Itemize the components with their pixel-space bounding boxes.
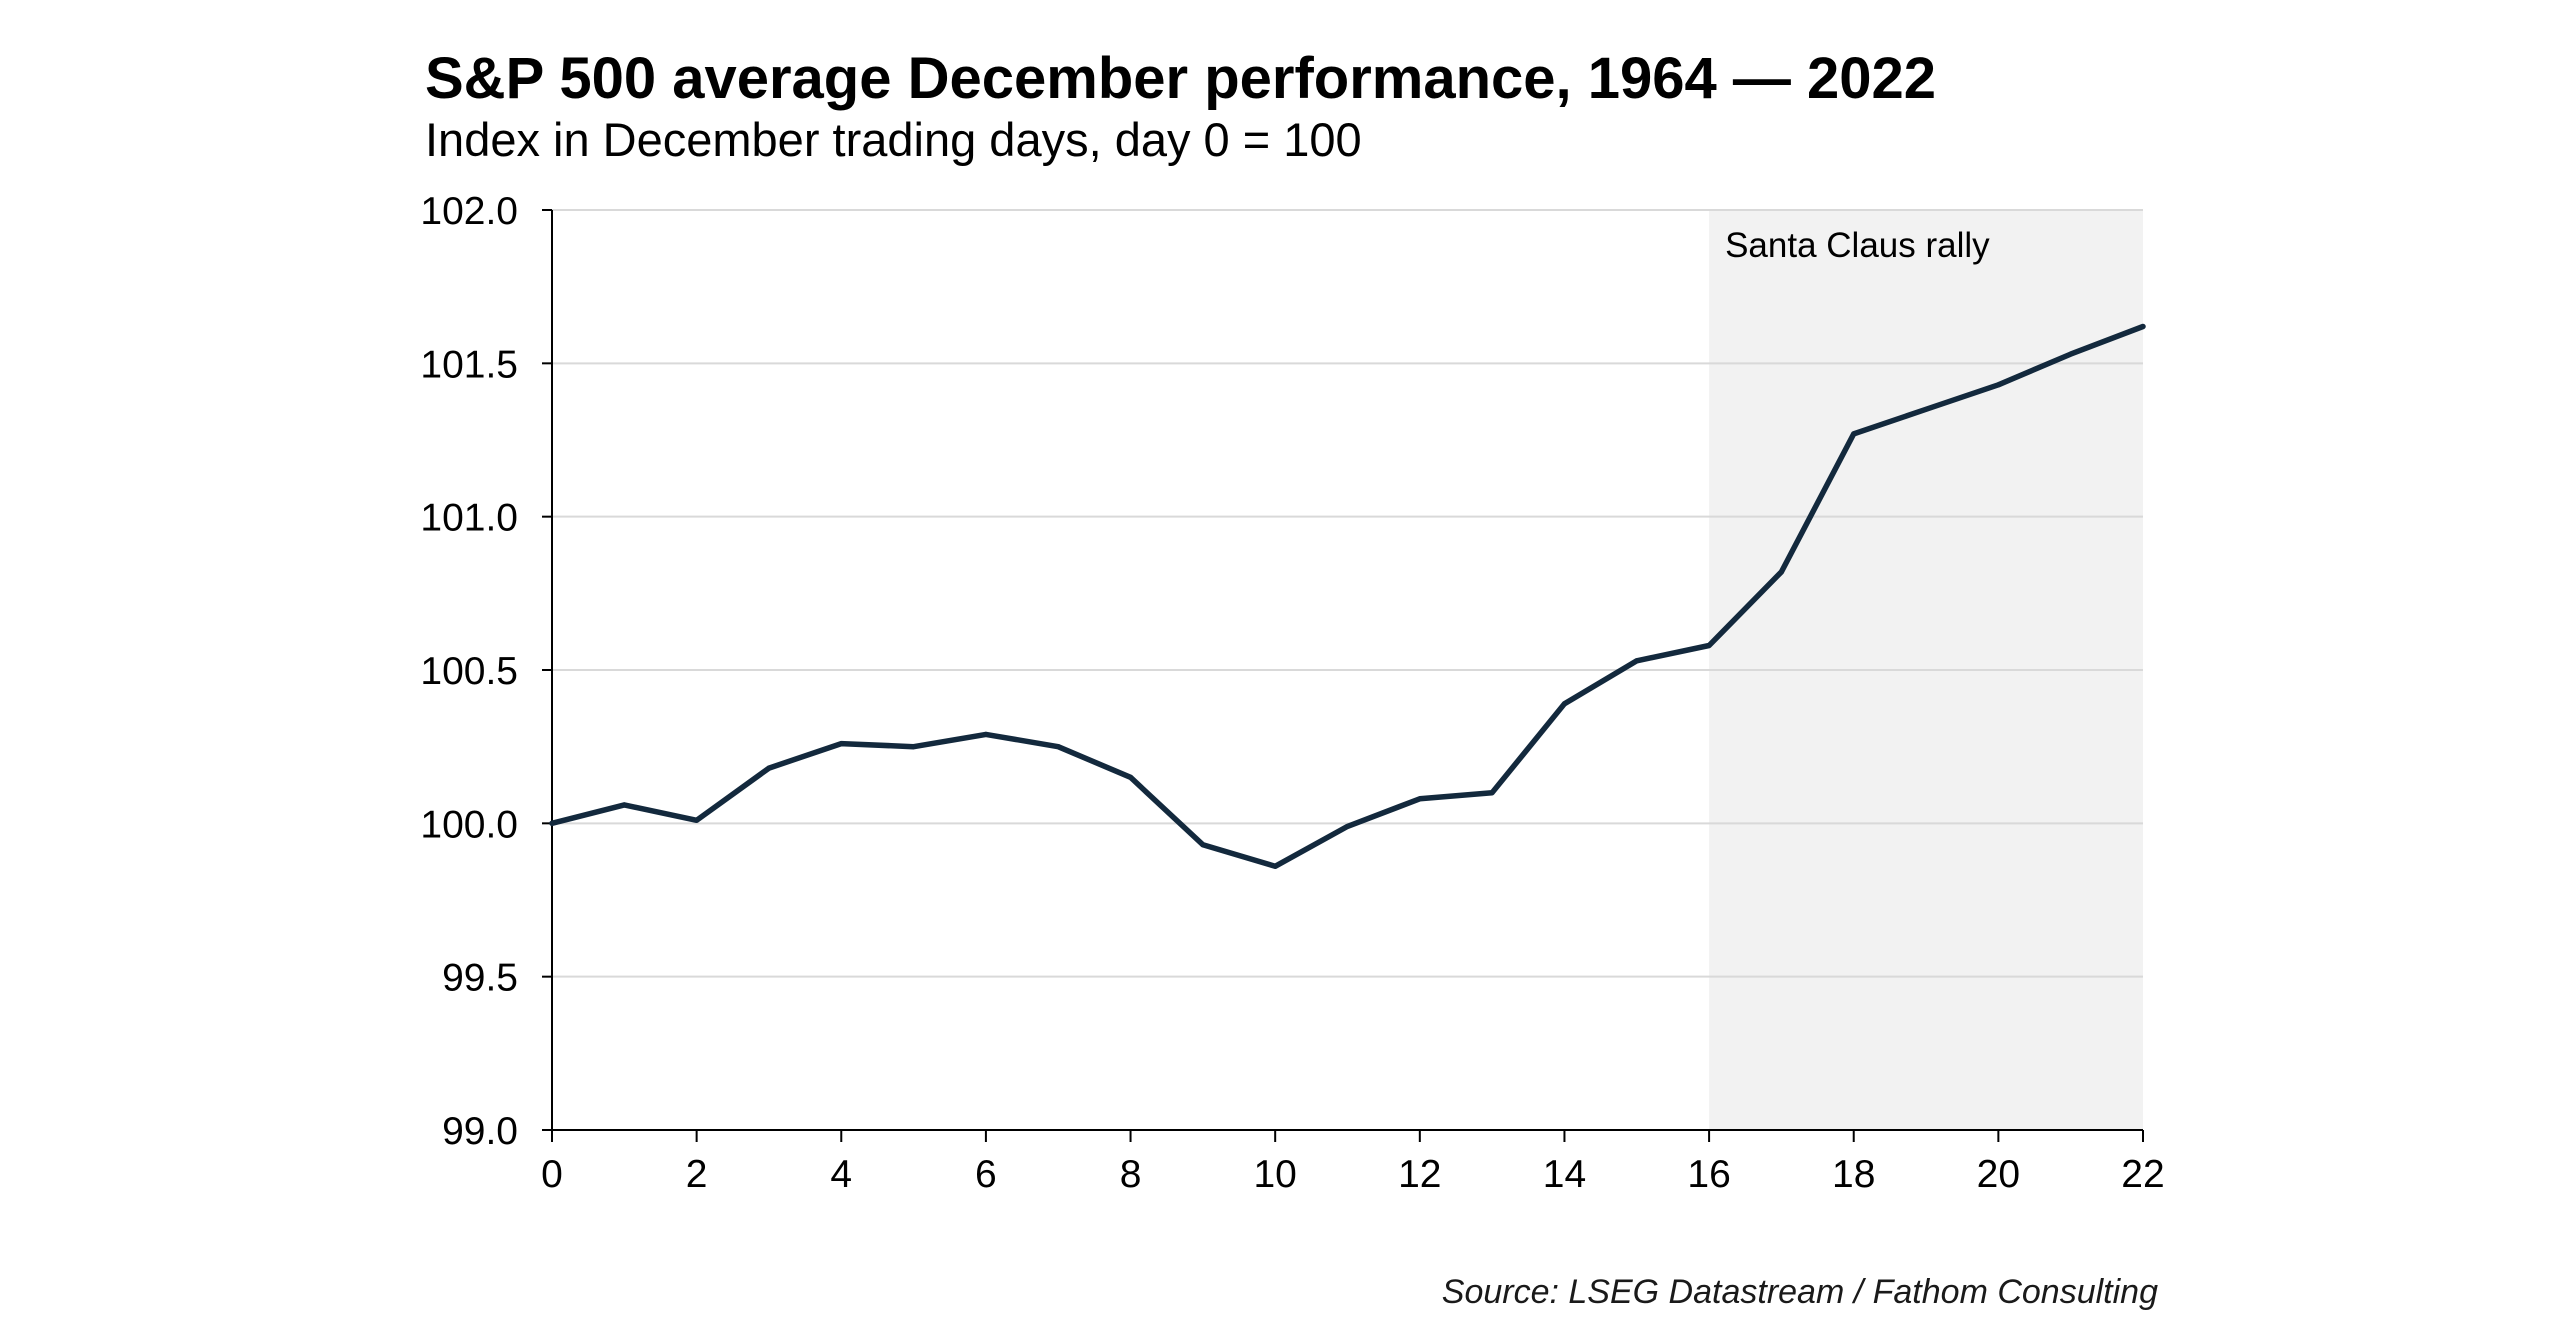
x-tick-label: 16 xyxy=(1687,1153,1730,1196)
x-tick-label: 18 xyxy=(1832,1153,1875,1196)
x-tick-label: 4 xyxy=(830,1153,852,1196)
x-tick-label: 0 xyxy=(541,1153,563,1196)
x-tick-label: 10 xyxy=(1253,1153,1296,1196)
data-point xyxy=(1634,658,1640,664)
x-tick-label: 22 xyxy=(2121,1153,2164,1196)
data-point xyxy=(911,744,917,750)
annotation-layer: Santa Claus rally xyxy=(1725,226,1990,265)
data-point xyxy=(694,817,700,823)
tick-labels: 99.0 99.5 100.0 100.5 101.0 101.5 102.0 0 2 4 6 8 10… xyxy=(420,190,2164,1196)
source-note: Source: LSEG Datastream / Fathom Consult… xyxy=(1441,1273,2158,1311)
axes xyxy=(542,209,2144,1142)
data-point xyxy=(621,802,627,808)
data-point xyxy=(2068,351,2074,357)
data-point xyxy=(1055,744,1061,750)
data-point xyxy=(1272,863,1278,869)
x-tick-label: 6 xyxy=(975,1153,997,1196)
x-tick-label: 20 xyxy=(1977,1153,2020,1196)
data-point xyxy=(766,765,772,771)
y-tick-label: 102.0 xyxy=(420,190,518,233)
data-point xyxy=(838,741,844,747)
data-point xyxy=(1345,823,1350,829)
data-point xyxy=(1417,796,1423,802)
data-point xyxy=(1128,774,1134,780)
chart-title: S&P 500 average December performance, 19… xyxy=(425,46,1937,111)
x-tick-label: 14 xyxy=(1543,1153,1586,1196)
x-tick-label: 8 xyxy=(1120,1153,1142,1196)
y-tick-label: 99.5 xyxy=(442,957,518,1000)
data-point xyxy=(2140,324,2146,330)
data-point xyxy=(1851,431,1857,437)
data-point xyxy=(1778,569,1784,575)
data-point xyxy=(1489,790,1495,796)
y-tick-label: 101.5 xyxy=(420,343,518,386)
y-tick-label: 100.0 xyxy=(420,803,518,846)
santa-claus-rally-label: Santa Claus rally xyxy=(1725,226,1990,265)
y-tick-label: 101.0 xyxy=(420,497,518,540)
gridlines xyxy=(552,209,2143,978)
data-point xyxy=(1923,406,1929,412)
y-tick-label: 100.5 xyxy=(420,650,518,693)
y-tick-label: 99.0 xyxy=(442,1110,518,1153)
x-tick-label: 2 xyxy=(686,1153,708,1196)
data-point xyxy=(549,820,555,826)
series-layer xyxy=(549,323,2146,870)
data-point xyxy=(1995,382,2001,388)
data-point xyxy=(1200,842,1206,848)
x-tick-label: 12 xyxy=(1398,1153,1441,1196)
chart-subtitle: Index in December trading days, day 0 = … xyxy=(425,113,1362,166)
data-point xyxy=(983,731,989,737)
data-point xyxy=(1561,701,1567,707)
data-point xyxy=(1706,642,1712,648)
